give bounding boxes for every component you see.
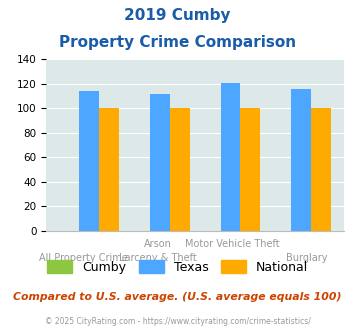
Text: © 2025 CityRating.com - https://www.cityrating.com/crime-statistics/: © 2025 CityRating.com - https://www.city… xyxy=(45,317,310,326)
Bar xyxy=(291,89,311,231)
Legend: Cumby, Texas, National: Cumby, Texas, National xyxy=(42,255,313,279)
Bar xyxy=(311,109,331,231)
Text: Burglary: Burglary xyxy=(286,253,328,263)
Bar xyxy=(240,109,260,231)
Bar xyxy=(170,109,190,231)
Text: Compared to U.S. average. (U.S. average equals 100): Compared to U.S. average. (U.S. average … xyxy=(13,292,342,302)
Text: Property Crime Comparison: Property Crime Comparison xyxy=(59,35,296,50)
Bar xyxy=(150,94,170,231)
Text: Arson: Arson xyxy=(144,239,172,249)
Text: 2019 Cumby: 2019 Cumby xyxy=(124,8,231,23)
Text: Larceny & Theft: Larceny & Theft xyxy=(119,253,197,263)
Bar xyxy=(80,91,99,231)
Bar xyxy=(221,83,240,231)
Bar xyxy=(99,109,119,231)
Text: Motor Vehicle Theft: Motor Vehicle Theft xyxy=(185,239,280,249)
Text: All Property Crime: All Property Crime xyxy=(39,253,128,263)
